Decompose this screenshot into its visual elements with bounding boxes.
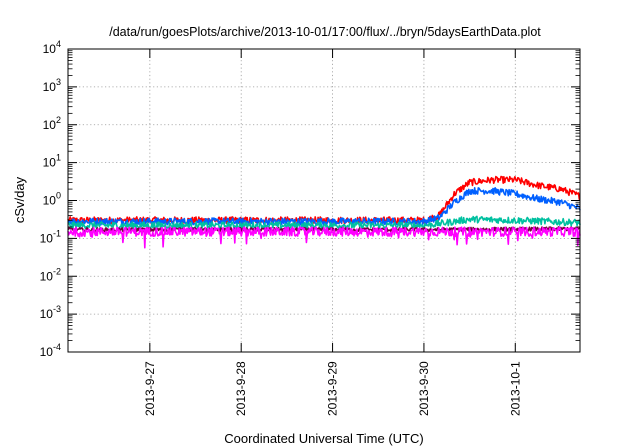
y-tick-label: 102: [43, 115, 61, 132]
y-tick-label: 10-2: [40, 266, 61, 283]
y-tick-label: 10-1: [40, 228, 61, 245]
x-tick-label: 2013-9-28: [234, 361, 248, 416]
y-tick-exponent: 3: [56, 77, 61, 87]
y-tick-base: 10: [40, 269, 54, 283]
x-tick-label: 2013-9-27: [143, 361, 157, 416]
y-tick-base: 10: [43, 194, 57, 208]
series-line-3: [67, 215, 581, 230]
y-tick-exponent: 0: [56, 191, 61, 201]
y-tick-label: 104: [43, 39, 61, 56]
y-tick-exponent: 1: [56, 153, 61, 163]
chart-title: /data/run/goesPlots/archive/2013-10-01/1…: [109, 25, 541, 39]
y-tick-base: 10: [40, 345, 54, 359]
y-tick-exponent: 2: [56, 115, 61, 125]
y-tick-label: 10-4: [40, 342, 61, 359]
y-tick-exponent: -1: [53, 228, 61, 238]
x-tick-label: 2013-10-1: [508, 361, 522, 416]
x-tick-label: 2013-9-30: [417, 361, 431, 416]
y-axis-label: cSv/day: [12, 176, 27, 223]
series-line-2: [67, 187, 581, 226]
y-tick-base: 10: [43, 80, 57, 94]
y-tick-exponent: 4: [56, 39, 61, 49]
y-tick-base: 10: [43, 118, 57, 132]
series-line-1: [67, 175, 581, 225]
y-tick-label: 101: [43, 153, 61, 170]
y-tick-exponent: -2: [53, 266, 61, 276]
y-tick-exponent: -3: [53, 304, 61, 314]
y-tick-exponent: -4: [53, 342, 61, 352]
y-tick-label: 103: [43, 77, 61, 94]
x-axis-label: Coordinated Universal Time (UTC): [224, 431, 423, 446]
grid: [68, 49, 580, 352]
series-layer: [67, 175, 581, 249]
y-tick-label: 100: [43, 191, 61, 208]
y-tick-label: 10-3: [40, 304, 61, 321]
y-tick-base: 10: [43, 156, 57, 170]
y-tick-base: 10: [43, 42, 57, 56]
y-tick-base: 10: [40, 307, 54, 321]
x-axis: 2013-9-27 2013-9-28 2013-9-29 2013-9-30 2013…: [143, 49, 522, 416]
x-tick-label: 2013-9-29: [326, 361, 340, 416]
series-line-5: [67, 226, 581, 249]
y-tick-base: 10: [40, 231, 54, 245]
